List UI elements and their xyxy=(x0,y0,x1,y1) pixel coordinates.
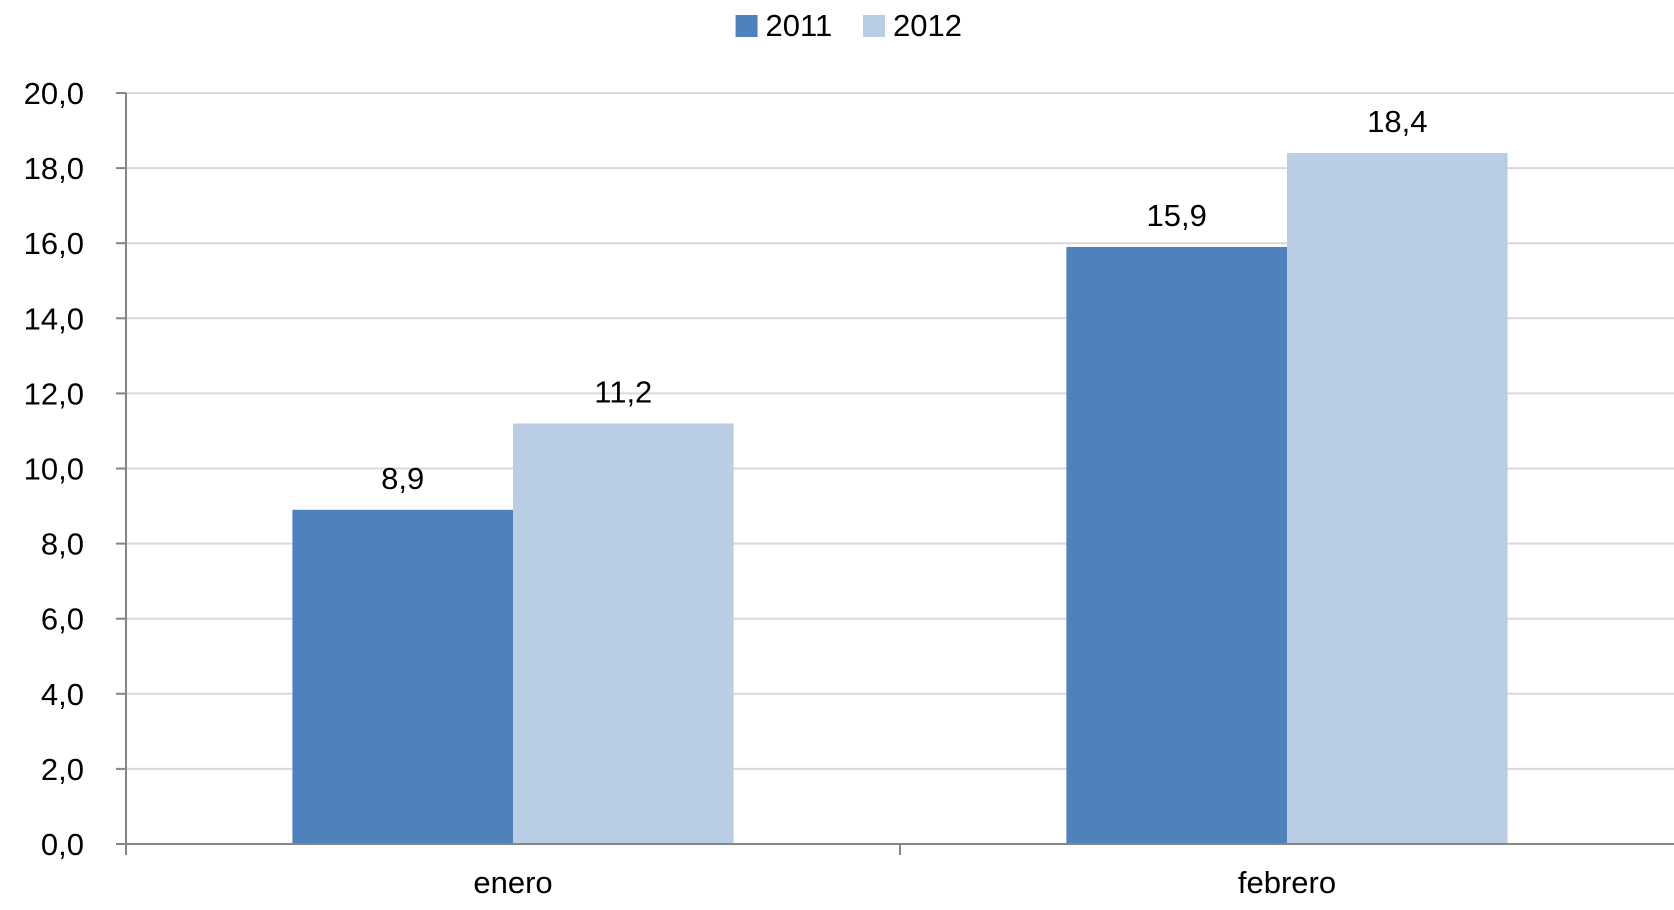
legend-label: 2012 xyxy=(893,8,962,43)
legend-swatch-2011 xyxy=(735,15,758,37)
y-tick-label: 8,0 xyxy=(41,527,84,562)
legend: 2011 2012 xyxy=(735,8,962,43)
y-tick-label: 14,0 xyxy=(24,301,84,336)
y-tick-label: 16,0 xyxy=(24,226,84,261)
data-labels: 8,9 11,2 15,9 18,4 xyxy=(381,104,1427,496)
y-tick-label: 18,0 xyxy=(24,151,84,186)
data-label: 11,2 xyxy=(594,374,652,409)
y-tick-label: 6,0 xyxy=(41,602,84,637)
bar-2011-febrero xyxy=(1066,246,1287,844)
x-tick-labels: enero febrero xyxy=(473,865,1336,900)
legend-label: 2011 xyxy=(766,8,833,43)
y-tick-label: 4,0 xyxy=(41,677,84,712)
y-tick-label: 10,0 xyxy=(24,452,84,487)
x-tick-label: febrero xyxy=(1238,865,1336,900)
legend-swatch-2012 xyxy=(863,15,885,37)
data-label: 15,9 xyxy=(1147,198,1207,233)
y-tick-label: 12,0 xyxy=(24,376,84,411)
y-tick-label: 0,0 xyxy=(41,827,84,862)
axes xyxy=(116,92,1674,855)
x-tick-label: enero xyxy=(473,865,552,900)
data-label: 18,4 xyxy=(1367,104,1427,139)
bar-2012-febrero xyxy=(1287,153,1508,844)
y-tick-label: 2,0 xyxy=(41,752,84,787)
y-tick-label: 20,0 xyxy=(24,76,84,111)
data-label: 8,9 xyxy=(381,461,424,496)
y-tick-labels: 0,0 2,0 4,0 6,0 8,0 10,0 12,0 14,0 16,0 18,0 20,0 xyxy=(24,76,84,862)
bar-2012-enero xyxy=(513,423,734,844)
bar-2011-enero xyxy=(292,509,513,844)
bars xyxy=(292,153,1508,844)
